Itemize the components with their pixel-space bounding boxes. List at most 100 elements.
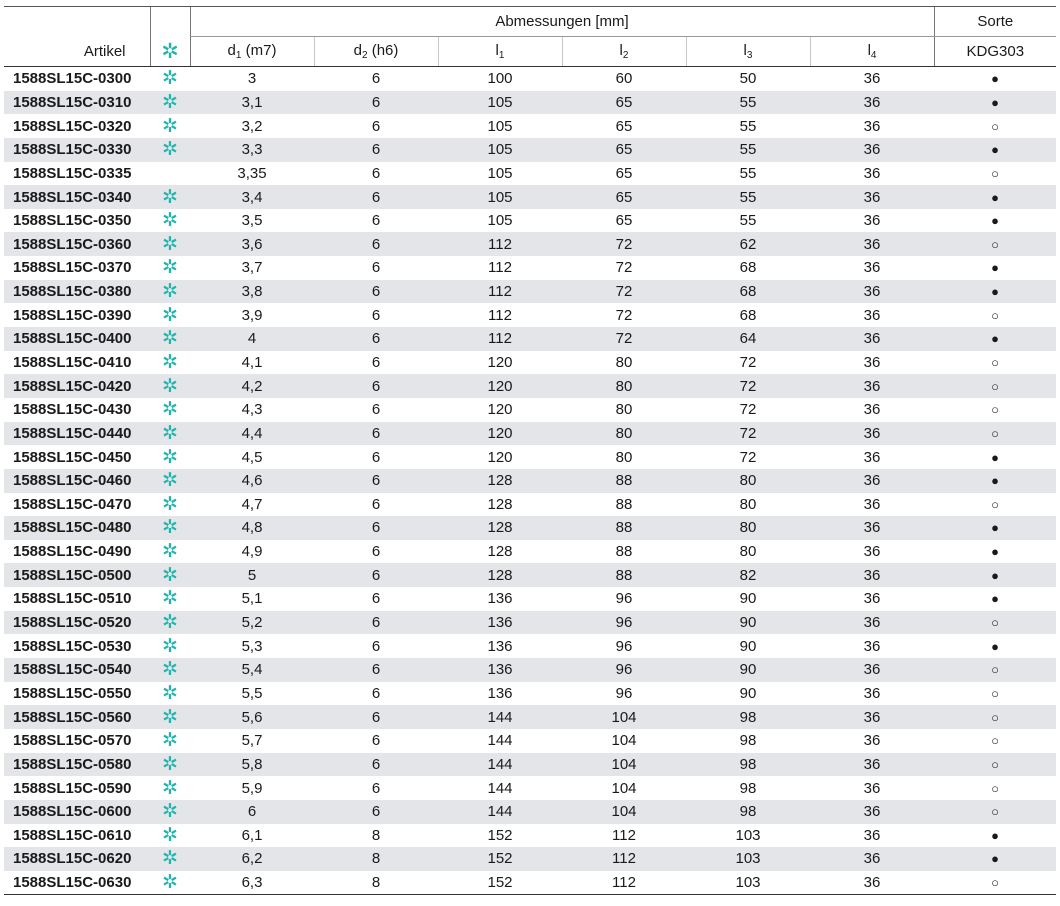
artikel-cell: 1588SL15C-0400 [4, 327, 150, 351]
d1-cell: 5,1 [241, 590, 263, 608]
open-circle-icon: ○ [991, 756, 999, 772]
d1-cell: 5 [190, 563, 314, 588]
d2-cell: 6 [314, 799, 438, 824]
d2-cell: 6 [371, 684, 381, 702]
l4-cell: 36 [810, 658, 935, 682]
star-cell: ✲ [150, 185, 190, 209]
sorte-cell: ○ [934, 610, 1057, 635]
header-blank-star [149, 6, 190, 37]
star-cell: ✲ [150, 90, 190, 115]
l1-cell: 120 [487, 401, 513, 419]
table-row: 1588SL15C-0520 ✲ 5,2 6 136 96 90 36 ○ [4, 610, 1057, 635]
d2-cell: 6 [371, 259, 381, 277]
l3-cell: 72 [739, 401, 757, 419]
artikel-cell: 1588SL15C-0300 [13, 70, 132, 88]
asterisk-icon: ✲ [162, 139, 178, 161]
d1-cell: 5,8 [190, 752, 314, 777]
asterisk-icon: ✲ [162, 824, 178, 846]
l3-cell: 98 [739, 779, 757, 797]
l4-cell: 36 [863, 401, 881, 419]
artikel-cell: 1588SL15C-0440 [4, 421, 150, 446]
l4-cell: 36 [863, 212, 881, 230]
l3-cell: 55 [686, 185, 810, 209]
asterisk-icon: ✲ [162, 848, 178, 870]
star-cell [150, 162, 190, 186]
star-cell: ✲ [150, 256, 190, 280]
star-cell: ✲ [150, 398, 190, 422]
l2-cell: 72 [562, 327, 686, 351]
table-row: 1588SL15C-0390 ✲ 3,9 6 112 72 68 36 ○ [4, 303, 1056, 327]
artikel-cell: 1588SL15C-0540 [4, 658, 150, 682]
sorte-cell: ○ [934, 729, 1056, 753]
table-row: 1588SL15C-0350 ✲ 3,5 6 105 65 55 36 ● [4, 209, 1056, 233]
l2-cell: 96 [615, 684, 633, 702]
d2-cell: 8 [371, 826, 381, 844]
filled-circle-icon: ● [991, 638, 999, 654]
open-circle-icon: ○ [991, 165, 999, 181]
open-circle-icon: ○ [991, 496, 999, 512]
open-circle-icon: ○ [991, 425, 999, 441]
d2-cell: 6 [371, 306, 381, 324]
table-row: 1588SL15C-0550 ✲ 5,5 6 136 96 90 36 ○ [4, 682, 1056, 706]
d2-cell: 6 [314, 185, 438, 209]
sorte-cell: ● [934, 587, 1056, 611]
d2-cell: 6 [314, 658, 438, 682]
l2-cell: 96 [615, 637, 633, 655]
l4-cell: 36 [810, 137, 935, 162]
l4-cell: 36 [810, 327, 935, 351]
asterisk-icon: ✲ [162, 753, 178, 775]
table-body: 1588SL15C-0300 ✲ 3 6 100 60 50 36 ● 1588SL15C-031… [4, 67, 1057, 896]
d1-cell: 5,9 [241, 779, 263, 797]
artikel-cell: 1588SL15C-0420 [4, 374, 150, 398]
l4-cell: 36 [810, 468, 935, 493]
product-table: Abmessungen [mm] Sorte Artikel ✲ d1 (m7)… [4, 6, 1057, 896]
star-cell: ✲ [150, 587, 190, 611]
d1-cell: 3 [247, 70, 257, 88]
filled-circle-icon: ● [991, 260, 999, 276]
l1-cell: 128 [487, 543, 513, 561]
asterisk-icon: ✲ [162, 635, 178, 657]
l3-cell: 80 [686, 516, 810, 540]
sorte-cell: ○ [934, 232, 1057, 257]
l3-cell: 72 [739, 448, 757, 466]
l4-header: l4 [809, 36, 935, 67]
artikel-cell: 1588SL15C-0550 [13, 684, 132, 702]
open-circle-icon: ○ [991, 875, 999, 891]
d1-cell: 4,8 [190, 516, 314, 540]
l3-cell: 90 [739, 637, 757, 655]
sorte-cell: ○ [934, 870, 1057, 896]
artikel-cell: 1588SL15C-0430 [13, 401, 132, 419]
l2-header: l2 [561, 36, 686, 67]
table-row: 1588SL15C-0480 ✲ 4,8 6 128 88 80 36 ● [4, 516, 1057, 540]
l4-cell: 36 [810, 421, 935, 446]
l4-cell: 36 [810, 870, 935, 896]
l3-cell: 72 [686, 421, 810, 446]
star-cell: ✲ [150, 421, 190, 446]
l1-cell: 105 [487, 117, 513, 135]
asterisk-icon: ✲ [162, 564, 178, 586]
l2-cell: 88 [615, 543, 633, 561]
artikel-cell: 1588SL15C-0630 [4, 870, 150, 896]
artikel-cell: 1588SL15C-0460 [4, 468, 150, 493]
l4-cell: 36 [863, 117, 881, 135]
star-cell: ✲ [150, 563, 190, 588]
l4-cell: 36 [863, 164, 881, 182]
l2-cell: 65 [615, 212, 633, 230]
l4-cell: 36 [810, 752, 935, 777]
filled-circle-icon: ● [991, 544, 999, 560]
open-circle-icon: ○ [991, 709, 999, 725]
l3-cell: 90 [686, 610, 810, 635]
artikel-cell: 1588SL15C-0600 [4, 799, 150, 824]
table-row: 1588SL15C-0600 ✲ 6 6 144 104 98 36 ○ [4, 799, 1057, 824]
artikel-cell: 1588SL15C-0480 [4, 516, 150, 540]
artikel-cell: 1588SL15C-0390 [13, 306, 132, 324]
asterisk-icon: ✲ [162, 588, 178, 610]
l2-cell: 112 [612, 826, 636, 844]
l3-header: l3 [685, 36, 810, 67]
open-circle-icon: ○ [991, 378, 999, 394]
d2-cell: 8 [314, 847, 438, 871]
l3-cell: 80 [686, 468, 810, 493]
sorte-cell: ○ [934, 114, 1056, 138]
filled-circle-icon: ● [991, 851, 999, 867]
asterisk-icon: ✲ [162, 659, 178, 681]
